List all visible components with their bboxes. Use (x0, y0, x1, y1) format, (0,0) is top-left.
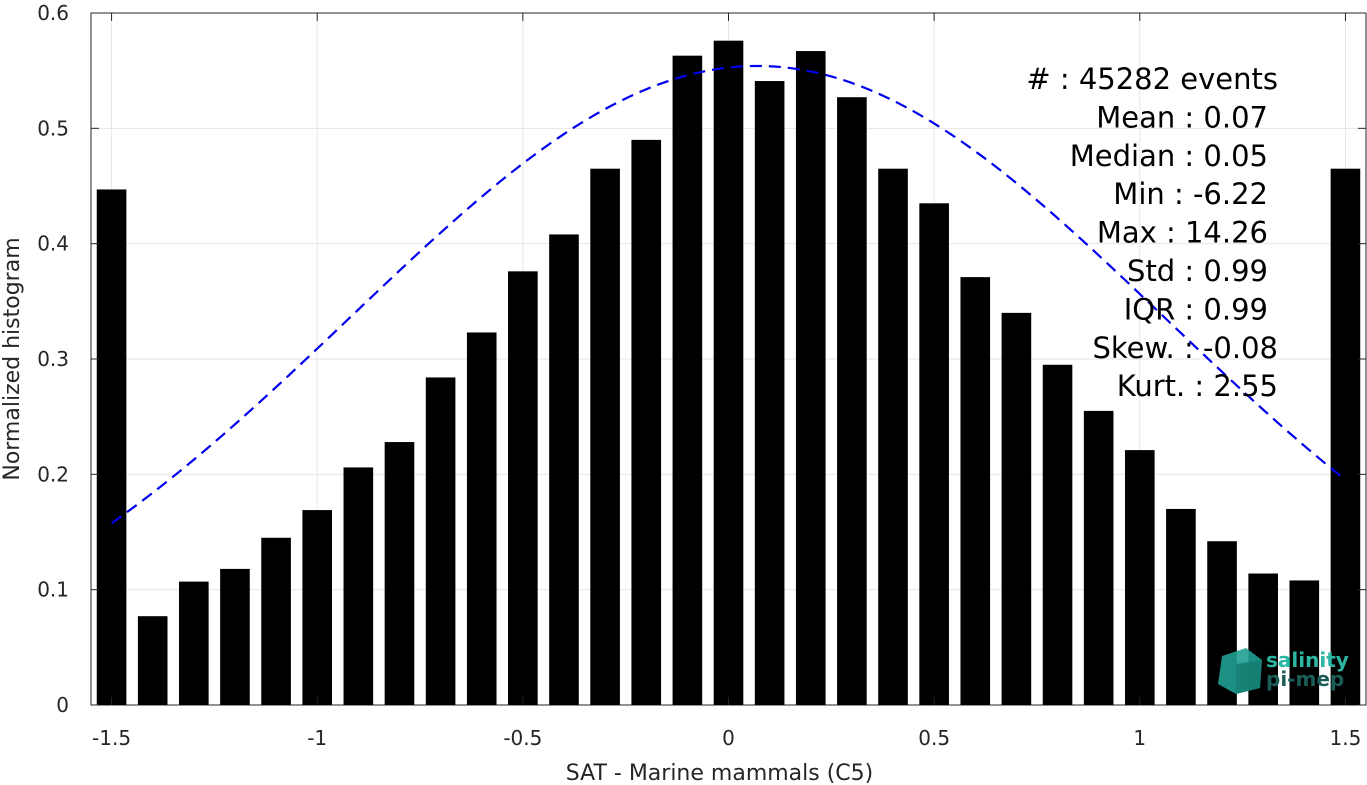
histogram-bar (1083, 410, 1114, 705)
histogram-bar (466, 332, 497, 705)
histogram-bar (960, 277, 991, 705)
histogram-bar (754, 81, 785, 705)
histogram-bar (179, 581, 209, 705)
stat-line: IQR : 0.99 (1124, 292, 1268, 326)
histogram-bar (1124, 450, 1155, 705)
stat-line: Max : 14.26 (1097, 216, 1268, 250)
histogram-bar (631, 139, 662, 705)
histogram-bar (1001, 312, 1032, 705)
x-axis-ticks: -1.5 -1 -0.5 0 0.5 1 1.5 (92, 13, 1361, 750)
stat-line: Median : 0.05 (1070, 139, 1268, 173)
histogram-bar (261, 537, 291, 705)
histogram-bar (1166, 508, 1196, 705)
stat-line: # : 45282 events (1026, 62, 1278, 96)
logo-text-salinity: salinity (1266, 648, 1349, 672)
y-tick-label: 0.1 (37, 578, 69, 602)
y-tick-label: 0.4 (37, 232, 69, 256)
histogram-bar (302, 510, 333, 705)
histogram-bar (837, 97, 867, 705)
statistics-box: # : 45282 events Mean : 0.07 Median : 0.05… (1026, 62, 1278, 403)
stat-line: Kurt. : 2.55 (1117, 369, 1278, 403)
histogram-bar (137, 616, 168, 705)
y-axis-label: Normalized histogram (0, 237, 25, 480)
histogram-bar (878, 168, 908, 705)
histogram-bar (1289, 580, 1320, 705)
x-tick-label: -1 (307, 726, 327, 750)
stat-line: Mean : 0.07 (1096, 100, 1268, 134)
x-axis-label: SAT - Marine mammals (C5) (566, 761, 874, 785)
y-axis-ticks: 0 0.1 0.2 0.3 0.4 0.5 0.6 (37, 1, 1366, 717)
x-tick-label: 1 (1133, 726, 1146, 750)
x-tick-label: 0.5 (918, 726, 950, 750)
salinity-pi-mep-logo: salinity pi-mep (1218, 648, 1349, 694)
histogram-bar (220, 568, 250, 705)
histogram-bar (590, 168, 620, 705)
histogram-bar (343, 467, 374, 705)
x-tick-label: -1.5 (92, 726, 131, 750)
stat-line: Min : -6.22 (1113, 177, 1268, 211)
histogram-bar (96, 189, 127, 705)
bars (96, 40, 1361, 706)
histogram-bar (919, 203, 949, 706)
y-tick-label: 0.6 (37, 1, 69, 25)
histogram-bar (672, 55, 703, 705)
y-tick-label: 0.3 (37, 347, 69, 371)
histogram-bar (384, 442, 415, 705)
histogram-bar (1042, 364, 1073, 705)
x-tick-label: -0.5 (503, 726, 542, 750)
histogram-bar (508, 271, 538, 705)
stat-line: Skew. : -0.08 (1092, 331, 1278, 365)
logo-text-pi-mep: pi-mep (1266, 667, 1344, 691)
normal-fit-curve (110, 64, 1347, 525)
histogram-bar (1330, 168, 1361, 705)
histogram-bar (795, 51, 826, 706)
y-tick-label: 0.2 (37, 462, 69, 486)
histogram-bar (425, 377, 456, 705)
stat-line: Std : 0.99 (1127, 254, 1268, 288)
histogram-bar (549, 234, 579, 705)
x-tick-label: 1.5 (1330, 726, 1362, 750)
logo-cube-shade (1236, 660, 1262, 694)
y-tick-label: 0.5 (37, 116, 69, 140)
x-tick-label: 0 (722, 726, 735, 750)
y-tick-label: 0 (56, 693, 69, 717)
histogram-bar (713, 40, 744, 706)
